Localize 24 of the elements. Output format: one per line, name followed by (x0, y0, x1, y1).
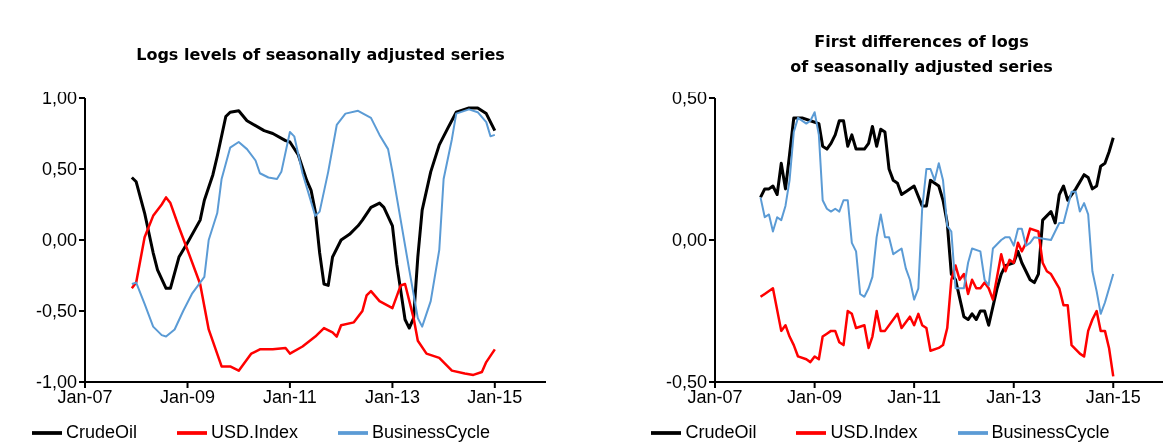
x-tick-label: Jan-15 (1085, 386, 1141, 407)
y-tick-label: -0,50 (35, 301, 77, 322)
legend-label: BusinessCycle (372, 421, 491, 442)
x-tick-label: Jan-09 (787, 386, 843, 407)
legend-label: USD.Index (830, 421, 918, 442)
y-tick-label: 1,00 (41, 88, 77, 109)
chart-title: Logs levels of seasonally adjusted series (136, 43, 505, 66)
x-tick-label: Jan-13 (364, 386, 420, 407)
legend-label: CrudeOil (685, 421, 757, 442)
legend-label: CrudeOil (65, 421, 137, 442)
line-series (130, 196, 497, 377)
y-tick-label: 0,50 (671, 88, 707, 109)
x-tick-label: Jan-15 (467, 386, 523, 407)
y-tick-label: 0,50 (41, 159, 77, 180)
y-tick-label: 0,00 (671, 230, 707, 251)
chart-title: First differences of logs of seasonally adjusted series (790, 31, 1053, 78)
x-tick-label: Jan-13 (986, 386, 1042, 407)
x-tick-label: Jan-11 (263, 386, 317, 407)
x-tick-label: Jan-09 (160, 386, 216, 407)
legend-label: USD.Index (210, 421, 299, 442)
y-tick-label: 0,00 (41, 230, 77, 251)
legend-label: BusinessCycle (991, 421, 1110, 442)
x-tick-label: Jan-11 (887, 386, 941, 407)
line-series (759, 227, 1115, 378)
